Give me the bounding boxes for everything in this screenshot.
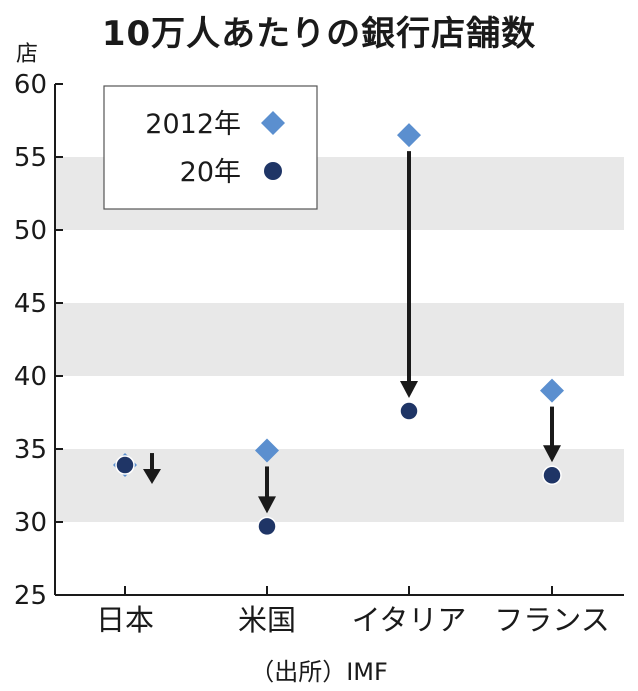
legend-label-2012: 2012年	[145, 109, 241, 140]
y-tick-label: 25	[14, 581, 47, 611]
grid-band	[55, 303, 624, 376]
point-2020	[257, 516, 277, 537]
grid-band	[55, 449, 624, 522]
point-2020	[542, 465, 562, 486]
y-tick-label: 40	[14, 362, 47, 392]
change-arrowhead	[543, 445, 561, 463]
point-2020	[399, 401, 419, 421]
category-label: 米国	[238, 603, 296, 637]
y-tick-label: 50	[14, 216, 47, 246]
legend-marker-2020	[264, 162, 282, 180]
legend-box	[103, 85, 318, 210]
y-tick-label: 35	[14, 435, 47, 465]
y-tick-label: 45	[14, 289, 47, 319]
legend-label-2020: 20年	[180, 157, 241, 188]
category-label: イタリア	[352, 603, 467, 637]
change-arrowhead	[258, 496, 276, 514]
y-tick-label: 55	[14, 143, 47, 173]
y-tick-label: 30	[14, 508, 47, 538]
change-arrowhead	[143, 469, 161, 485]
y-tick-label: 60	[14, 70, 47, 100]
legend-marker-2012	[261, 111, 285, 135]
point-2020	[115, 455, 135, 475]
y-axis-unit: 店	[16, 42, 39, 67]
point-2012	[397, 123, 421, 148]
point-2012	[255, 438, 279, 463]
point-2012	[540, 378, 564, 403]
category-label: 日本	[96, 603, 154, 637]
chart-title: 10万人あたりの銀行店舗数	[101, 14, 537, 54]
source-note: （出所）IMF	[250, 658, 388, 686]
change-arrowhead	[400, 381, 418, 399]
category-label: フランス	[494, 603, 609, 637]
